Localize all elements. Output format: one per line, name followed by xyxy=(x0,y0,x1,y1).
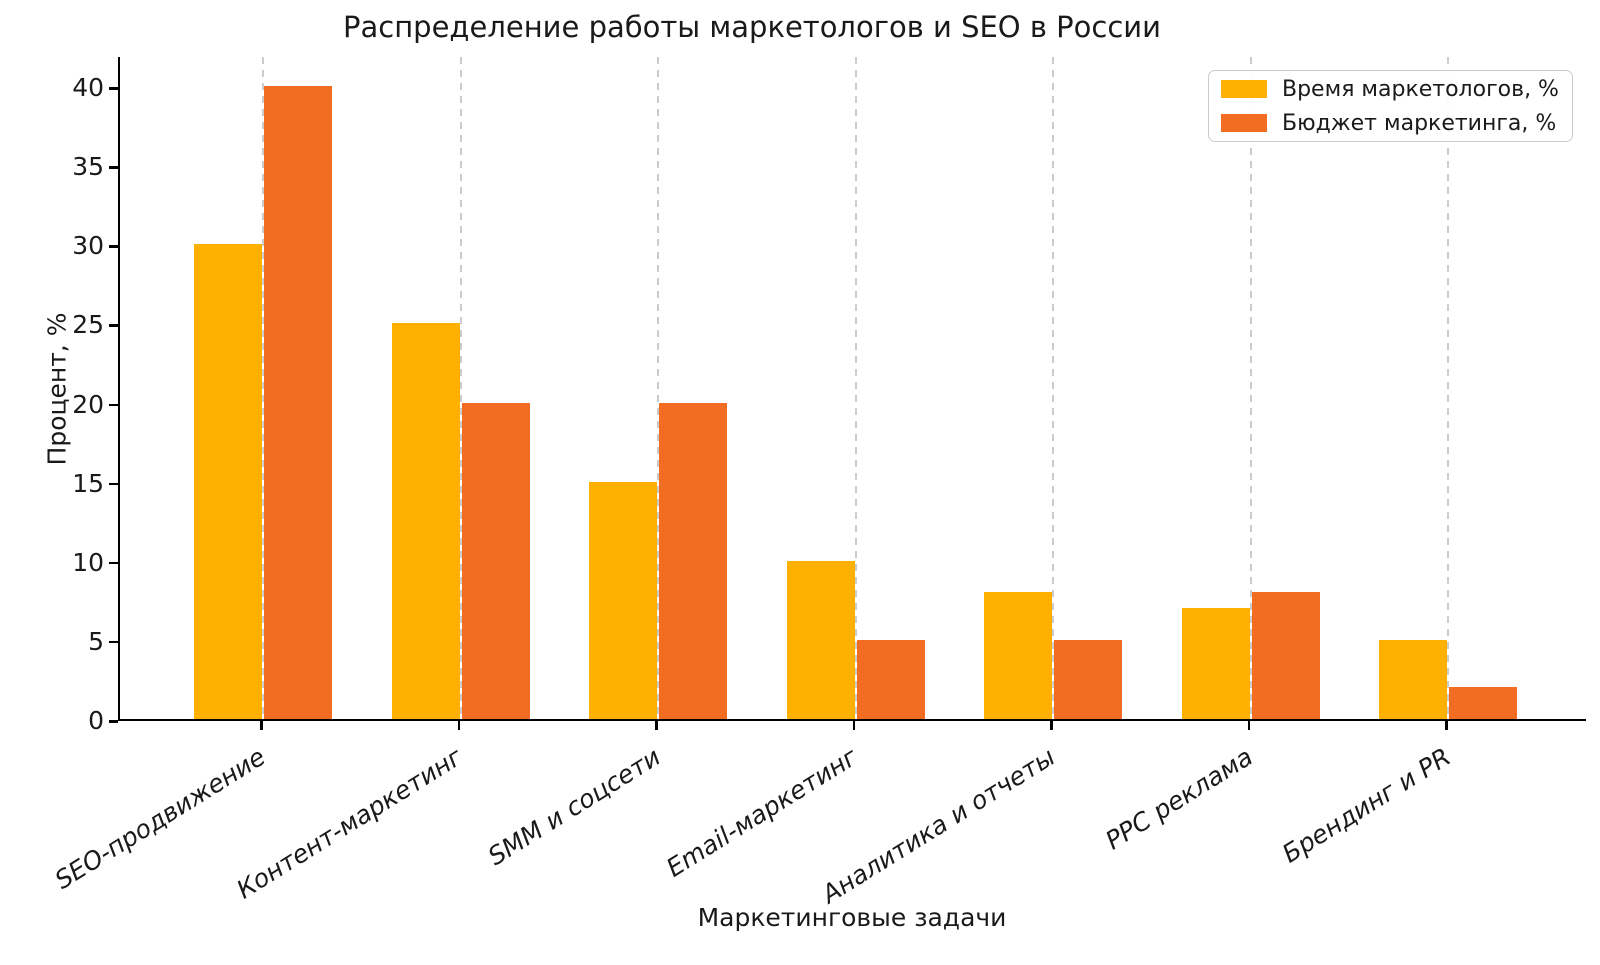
x-category-label: PPC реклама xyxy=(1100,742,1258,856)
y-tick-label: 10 xyxy=(72,547,104,577)
x-tick xyxy=(1445,721,1448,730)
x-category-label: SEO-продвижение xyxy=(49,742,271,895)
plot-area xyxy=(118,57,1586,721)
y-tick xyxy=(109,640,118,644)
x-tick xyxy=(260,721,263,730)
bar-budget xyxy=(1449,687,1517,719)
gridline xyxy=(262,57,264,719)
y-tick-label: 20 xyxy=(72,389,104,419)
gridline xyxy=(1052,57,1054,719)
x-tick xyxy=(1247,721,1250,730)
gridline xyxy=(459,57,462,719)
legend-swatch-marketing-budget xyxy=(1221,114,1267,132)
legend-item-marketers-time: Время маркетологов, % xyxy=(1221,77,1560,102)
y-tick xyxy=(109,561,118,565)
gridline xyxy=(1447,57,1449,719)
x-category-label: Брендинг и PR xyxy=(1276,742,1456,869)
bar-time xyxy=(1181,608,1250,719)
bar-budget xyxy=(856,639,925,719)
bar-budget xyxy=(1251,592,1320,719)
x-tick xyxy=(457,721,460,730)
y-tick-label: 5 xyxy=(88,626,104,656)
gridline xyxy=(1249,57,1252,719)
y-tick xyxy=(109,482,118,486)
x-axis-label: Маркетинговые задачи xyxy=(697,903,1007,932)
bar-budget xyxy=(461,402,530,719)
bar-budget xyxy=(264,86,332,719)
bar-time xyxy=(589,481,657,719)
y-tick-label: 25 xyxy=(72,310,104,340)
legend: Время маркетологов, % Бюджет маркетинга,… xyxy=(1208,70,1573,142)
gridline xyxy=(854,57,857,719)
y-tick-label: 35 xyxy=(72,152,104,182)
y-tick xyxy=(109,720,118,723)
bar-budget xyxy=(659,402,727,719)
legend-label-marketing-budget: Бюджет маркетинга, % xyxy=(1282,110,1557,136)
gridline xyxy=(657,57,659,719)
bar-time xyxy=(391,323,460,719)
bar-time xyxy=(786,560,855,719)
x-category-label: SMM и соцсети xyxy=(482,742,666,872)
bar-time xyxy=(984,592,1052,719)
bar-budget xyxy=(1054,639,1122,719)
bar-time xyxy=(1379,639,1447,719)
y-tick xyxy=(109,324,118,327)
legend-swatch-marketers-time xyxy=(1221,80,1267,98)
x-tick xyxy=(852,721,855,730)
y-tick-label: 0 xyxy=(88,706,104,735)
y-tick-label: 15 xyxy=(72,468,104,498)
y-tick xyxy=(109,166,118,169)
x-category-label: Email-маркетинг xyxy=(661,742,863,883)
bar-time xyxy=(194,244,262,719)
y-tick-label: 40 xyxy=(72,73,104,102)
y-tick xyxy=(109,403,118,406)
y-tick xyxy=(109,245,118,248)
y-tick xyxy=(109,87,118,90)
x-tick xyxy=(1050,721,1053,730)
y-tick-label: 30 xyxy=(72,231,104,261)
x-tick xyxy=(655,721,658,730)
chart-title: Распределение работы маркетологов и SEO … xyxy=(343,10,1161,44)
legend-item-marketing-budget: Бюджет маркетинга, % xyxy=(1221,111,1560,136)
legend-label-marketers-time: Время маркетологов, % xyxy=(1282,76,1559,102)
